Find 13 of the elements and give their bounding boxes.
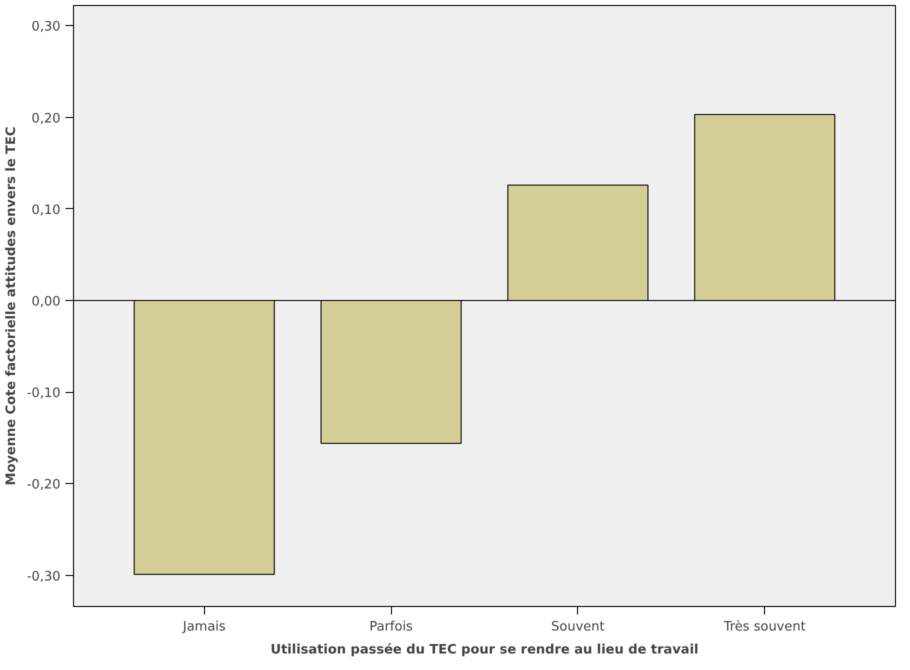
x-tick-label: Jamais <box>182 620 226 634</box>
x-axis-title: Utilisation passée du TEC pour se rendre au lieu de travail <box>270 642 698 658</box>
x-tick-label: Souvent <box>551 620 605 634</box>
y-tick-label: 0,10 <box>32 202 61 218</box>
y-axis-title: Moyenne Cote factorielle attitudes envers le TEC <box>4 126 19 486</box>
x-tick-label: Très souvent <box>722 620 806 634</box>
y-tick-label: 0,20 <box>32 111 61 126</box>
y-tick-label: 0,00 <box>32 294 61 310</box>
y-tick-label: -0,20 <box>26 478 61 493</box>
y-tick-label: -0,10 <box>26 386 61 402</box>
y-tick-label: 0,30 <box>32 20 61 35</box>
x-tick-label: Parfois <box>369 620 414 634</box>
y-tick-label: -0,30 <box>26 569 61 584</box>
